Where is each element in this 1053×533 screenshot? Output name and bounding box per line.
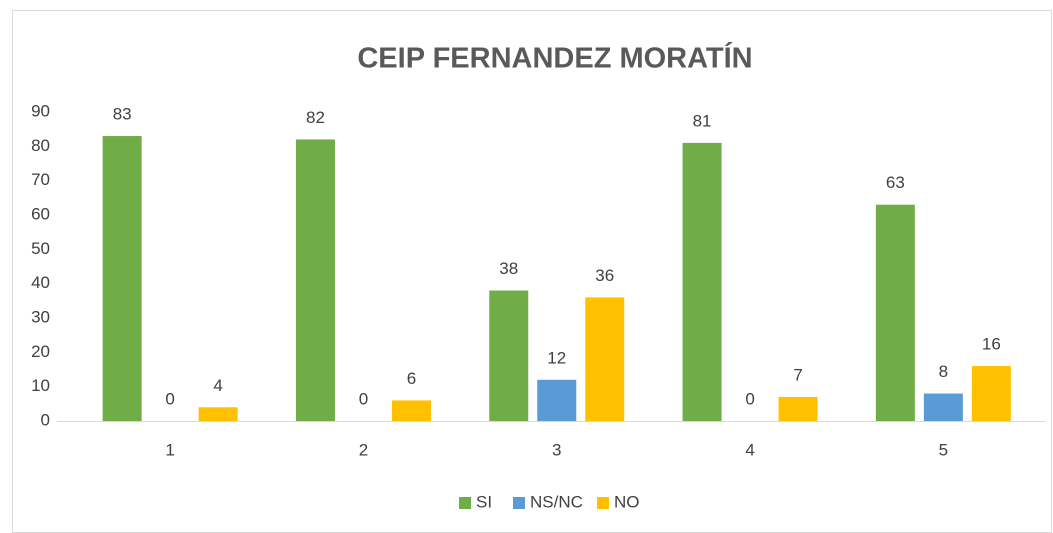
legend-swatch <box>459 497 471 509</box>
data-label: 82 <box>306 108 325 127</box>
bar <box>778 396 818 421</box>
y-tick-label: 0 <box>41 410 50 429</box>
data-label: 6 <box>407 369 416 388</box>
y-tick-label: 30 <box>31 307 50 326</box>
x-tick-label: 2 <box>359 440 368 459</box>
bar <box>585 297 625 421</box>
legend-swatch <box>513 497 525 509</box>
data-label: 38 <box>499 259 518 278</box>
data-label: 0 <box>745 389 754 408</box>
data-label: 8 <box>939 362 948 381</box>
y-tick-label: 70 <box>31 170 50 189</box>
bar <box>391 400 431 421</box>
legend-swatch <box>597 497 609 509</box>
bar <box>295 139 335 421</box>
bar <box>971 366 1011 421</box>
data-label: 4 <box>213 376 222 395</box>
bar <box>537 379 577 421</box>
legend-label: NS/NC <box>530 492 583 511</box>
y-tick-label: 40 <box>31 273 50 292</box>
bar <box>682 142 722 421</box>
x-tick-label: 3 <box>552 440 561 459</box>
bar <box>102 136 142 422</box>
chart-title: CEIP FERNANDEZ MORATÍN <box>357 41 752 75</box>
y-tick-label: 10 <box>31 376 50 395</box>
y-tick-label: 80 <box>31 136 50 155</box>
bar <box>198 407 238 421</box>
y-tick-label: 50 <box>31 239 50 258</box>
legend-label: SI <box>476 492 492 511</box>
data-label: 83 <box>113 105 132 124</box>
data-label: 0 <box>165 389 174 408</box>
y-tick-label: 20 <box>31 342 50 361</box>
data-label: 0 <box>359 389 368 408</box>
x-tick-label: 1 <box>165 440 174 459</box>
data-label: 63 <box>886 173 905 192</box>
data-label: 36 <box>595 266 614 285</box>
data-label: 16 <box>982 335 1001 354</box>
bar <box>923 393 963 421</box>
data-label: 81 <box>693 111 712 130</box>
x-tick-label: 4 <box>745 440 754 459</box>
data-label: 7 <box>793 365 802 384</box>
legend-label: NO <box>614 492 640 511</box>
bar <box>875 204 915 421</box>
data-label: 12 <box>547 348 566 367</box>
bar <box>489 290 529 421</box>
y-tick-label: 60 <box>31 204 50 223</box>
x-tick-label: 5 <box>939 440 948 459</box>
y-tick-label: 90 <box>31 101 50 120</box>
